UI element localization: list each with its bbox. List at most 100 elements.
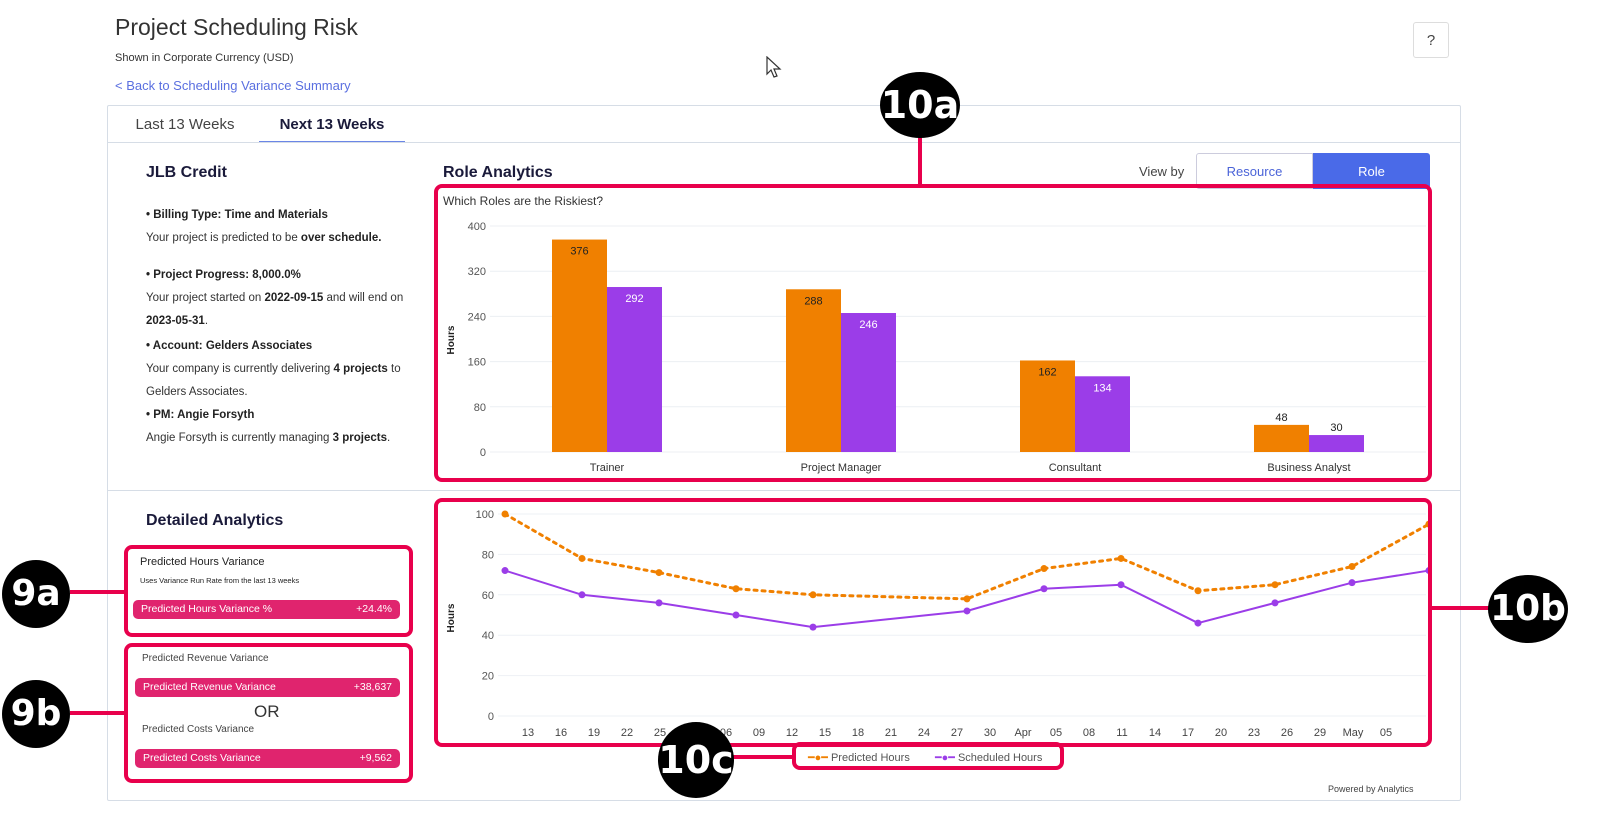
- legend-scheduled[interactable]: ━●━ Scheduled Hours: [935, 751, 1042, 764]
- account: • Account: Gelders Associates: [146, 340, 313, 352]
- progress-text: .: [204, 315, 209, 327]
- data-point: [655, 599, 663, 607]
- hours-variance-title: Predicted Hours Variance: [140, 556, 265, 568]
- x-tick-label: May: [1343, 727, 1364, 739]
- y-axis-label: Hours: [446, 325, 457, 354]
- x-tick-label: 08: [1083, 727, 1095, 739]
- project-info: • Billing Type: Time and Materials Your …: [146, 204, 406, 450]
- highlight-10c: [792, 742, 1064, 770]
- pm-project-count: 3 projects: [332, 432, 387, 444]
- annotation-badge: 9b: [2, 680, 70, 748]
- x-tick-label: 18: [852, 727, 864, 739]
- pill-value: +24.4%: [356, 603, 392, 615]
- revenue-variance-pill: Predicted Revenue Variance +38,637: [135, 678, 400, 697]
- y-tick-label: 0: [480, 447, 486, 459]
- x-tick-label: 05: [1050, 727, 1062, 739]
- y-tick-label: 40: [482, 630, 494, 642]
- view-by-label: View by: [1139, 164, 1185, 179]
- connector: [918, 130, 922, 186]
- bar: [786, 289, 841, 452]
- data-label: 292: [625, 293, 643, 305]
- project-manager: • PM: Angie Forsyth: [146, 409, 255, 421]
- legend-predicted[interactable]: ━●━ Predicted Hours: [808, 751, 910, 764]
- annotation-badge: 10a: [880, 72, 960, 138]
- cursor-icon: [766, 56, 782, 78]
- bar: [1020, 360, 1075, 452]
- data-label: 30: [1330, 422, 1342, 434]
- x-tick-label: 13: [522, 727, 534, 739]
- y-tick-label: 0: [488, 711, 494, 723]
- billing-text: Your project is predicted to be: [146, 232, 301, 244]
- bar: [607, 287, 662, 452]
- x-tick-label: 29: [1314, 727, 1326, 739]
- data-point: [1271, 581, 1279, 589]
- back-link[interactable]: < Back to Scheduling Variance Summary: [115, 78, 351, 93]
- view-by-resource-button[interactable]: Resource: [1196, 153, 1313, 189]
- data-label: 288: [804, 295, 822, 307]
- data-point: [1040, 565, 1048, 573]
- x-tick-label: 25: [654, 727, 666, 739]
- y-tick-label: 80: [482, 549, 494, 561]
- scheduled-marker-icon: ━●━: [935, 752, 955, 764]
- help-button[interactable]: ?: [1413, 22, 1449, 58]
- y-tick-label: 400: [468, 221, 486, 233]
- billing-status: over schedule.: [300, 232, 382, 244]
- pm-text: Angie Forsyth is currently managing: [146, 432, 333, 444]
- x-tick-label: 24: [918, 727, 930, 739]
- pill-label: Predicted Hours Variance %: [141, 603, 273, 615]
- x-tick-label: 16: [555, 727, 567, 739]
- data-label: 48: [1275, 412, 1287, 424]
- highlight-10b: [434, 498, 1432, 747]
- data-point: [1271, 599, 1279, 607]
- data-point: [809, 623, 817, 631]
- currency-note: Shown in Corporate Currency (USD): [115, 52, 294, 64]
- x-tick-label: 26: [1281, 727, 1293, 739]
- data-point: [732, 585, 740, 593]
- data-point: [501, 567, 509, 575]
- x-tick-label: 22: [621, 727, 633, 739]
- legend-label: Scheduled Hours: [957, 752, 1043, 764]
- x-tick-label: Consultant: [1049, 462, 1102, 474]
- data-point: [655, 569, 663, 577]
- connector: [720, 755, 794, 759]
- y-tick-label: 240: [468, 311, 486, 323]
- data-point: [1194, 587, 1202, 595]
- data-point: [1194, 619, 1202, 627]
- y-tick-label: 100: [476, 509, 494, 521]
- annotation-badge: 10b: [1488, 575, 1568, 643]
- data-point: [578, 591, 586, 599]
- data-label: 376: [570, 246, 588, 258]
- end-date: 2023-05-31: [146, 315, 205, 327]
- x-tick-label: 23: [1248, 727, 1260, 739]
- tab-last-13-weeks[interactable]: Last 13 Weeks: [135, 116, 235, 133]
- y-tick-label: 20: [482, 671, 494, 683]
- x-tick-label: 20: [1215, 727, 1227, 739]
- x-tick-label: 12: [786, 727, 798, 739]
- highlight-9a: [124, 545, 413, 637]
- highlight-10a: [434, 184, 1432, 482]
- data-label: 162: [1038, 366, 1056, 378]
- costs-variance-pill: Predicted Costs Variance +9,562: [135, 749, 400, 768]
- x-tick-label: 27: [951, 727, 963, 739]
- predicted-marker-icon: ━●━: [808, 752, 828, 764]
- page-title: Project Scheduling Risk: [115, 14, 358, 40]
- x-tick-label: 09: [753, 727, 765, 739]
- bar: [1309, 435, 1364, 452]
- data-point: [809, 591, 817, 599]
- data-point: [1348, 563, 1356, 571]
- data-point: [963, 607, 971, 615]
- divider: [108, 142, 1460, 143]
- x-tick-label: 14: [1149, 727, 1161, 739]
- detailed-analytics-title: Detailed Analytics: [146, 512, 284, 529]
- powered-by: Powered by Analytics: [1328, 784, 1414, 794]
- tab-next-13-weeks[interactable]: Next 13 Weeks: [259, 106, 405, 143]
- data-point: [578, 554, 586, 562]
- view-by-role-button[interactable]: Role: [1313, 153, 1430, 189]
- project-count: 4 projects: [333, 363, 388, 375]
- billing-type: • Billing Type: Time and Materials: [146, 209, 328, 221]
- annotation-badge: 9a: [2, 560, 70, 628]
- x-tick-label: Apr: [1014, 727, 1031, 739]
- bar-chart-title: Which Roles are the Riskiest?: [443, 194, 604, 208]
- hours-line-chart: 020406080100Hours1316192225Mar0609121518…: [446, 509, 1430, 739]
- project-name: JLB Credit: [146, 164, 227, 181]
